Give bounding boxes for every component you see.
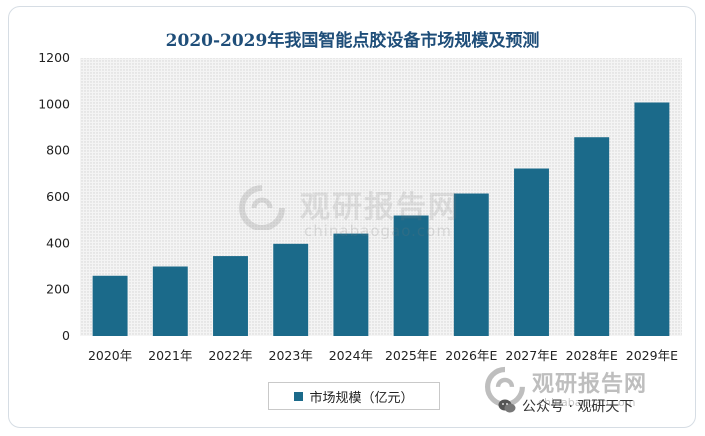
x-tick-label: 2027年E	[505, 348, 557, 363]
y-tick-label: 1200	[38, 50, 70, 65]
x-tick-label: 2024年	[329, 348, 373, 363]
chart-title: 2020-2029年我国智能点胶设备市场规模及预测	[165, 31, 540, 51]
legend-label: 市场规模（亿元）	[309, 390, 414, 406]
watermark-brand: 观研报告网	[300, 190, 460, 225]
legend-swatch	[294, 391, 304, 401]
x-tick-label: 2026年E	[445, 348, 497, 363]
account-label-row: 公众号 · 观研天下	[498, 396, 633, 416]
bar	[453, 193, 489, 336]
chart-legend: 市场规模（亿元）	[268, 382, 440, 410]
y-tick-label: 400	[46, 235, 70, 250]
bar	[273, 243, 309, 336]
bar	[574, 137, 610, 336]
bar	[634, 102, 670, 336]
x-tick-label: 2023年	[269, 348, 313, 363]
bar	[514, 168, 549, 336]
bar	[152, 266, 188, 336]
watermark-site: chinabaogao.com	[304, 222, 452, 240]
x-tick-label: 2020年	[88, 348, 132, 363]
wechat-icon	[498, 399, 516, 413]
y-tick-label: 600	[46, 189, 70, 204]
bar	[393, 215, 429, 336]
y-tick-label: 1000	[38, 96, 70, 111]
account-label: 公众号 · 观研天下	[522, 399, 634, 415]
bar	[92, 275, 128, 336]
x-tick-label: 2021年	[148, 348, 192, 363]
y-tick-label: 800	[46, 143, 70, 158]
y-tick-label: 0	[62, 328, 70, 343]
x-tick-label: 2025年E	[385, 348, 437, 363]
x-tick-label: 2022年	[208, 348, 252, 363]
bar	[333, 233, 369, 336]
watermark-brand-secondary: 观研报告网	[532, 372, 648, 397]
y-tick-label: 200	[46, 282, 70, 297]
watermark-site-secondary: chinabaogao.com	[538, 396, 636, 409]
x-tick-label: 2028年E	[566, 348, 618, 363]
x-tick-label: 2029年E	[626, 348, 678, 363]
watermark-logo-icon	[239, 185, 285, 230]
watermark-logo-icon	[485, 366, 525, 406]
bar	[213, 256, 248, 336]
